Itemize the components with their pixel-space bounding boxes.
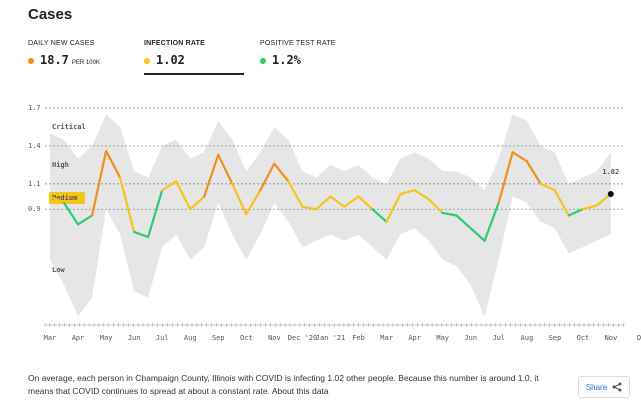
- tab-value: 1.2%: [272, 53, 301, 67]
- x-tick-label: May: [436, 334, 449, 342]
- rate-line-segment: [357, 195, 374, 211]
- y-tick-label: 1.1: [28, 180, 41, 188]
- rate-line-segment: [329, 195, 346, 208]
- x-tick-label: May: [100, 334, 113, 342]
- zone-label: High: [52, 161, 69, 169]
- page-title: Cases: [28, 6, 73, 23]
- rate-line-segment: [553, 189, 570, 217]
- rate-line-segment: [525, 160, 542, 185]
- tab-value-row: 18.7 PER 100K: [28, 53, 128, 67]
- rate-line-segment: [413, 189, 430, 201]
- about-link[interactable]: About this data: [271, 386, 329, 396]
- rate-line-segment: [118, 176, 136, 234]
- status-dot: [260, 57, 266, 64]
- tab-value: 1.02: [156, 53, 185, 67]
- x-tick-label: Oct: [240, 334, 253, 342]
- status-dot: [144, 57, 150, 64]
- rate-line-segment: [371, 208, 388, 223]
- status-dot: [28, 57, 34, 64]
- zone-label: Critical: [52, 123, 86, 131]
- rate-line-segment: [245, 189, 262, 216]
- metric-tabs: DAILY NEW CASES 18.7 PER 100K INFECTION RAT…: [28, 40, 360, 75]
- rate-line-segment: [147, 189, 164, 239]
- x-tick-label: Sep: [212, 334, 225, 342]
- rate-line-segment: [497, 151, 514, 204]
- tab-label: POSITIVE TEST RATE: [260, 40, 336, 47]
- x-tick-label: Apr: [408, 334, 421, 342]
- rate-line-segment: [161, 180, 178, 192]
- rate-line-segment: [189, 195, 206, 211]
- rate-line-segment: [315, 195, 332, 211]
- description-text: On average, each person in Champaign Cou…: [28, 373, 539, 396]
- tab-value: 18.7: [40, 53, 69, 67]
- rate-line-segment: [231, 182, 248, 216]
- rate-line-segment: [399, 189, 416, 196]
- rate-line-segment: [385, 192, 402, 223]
- y-tick-label: 0.9: [28, 205, 41, 213]
- rate-line-segment: [104, 149, 122, 179]
- rate-line-segment: [567, 208, 584, 217]
- uncertainty-band: [50, 114, 611, 317]
- rate-line-segment: [581, 204, 598, 211]
- x-tick-label: Jul: [156, 334, 169, 342]
- rate-line-segment: [175, 180, 192, 211]
- chart: 0.9 1.1 1.4 1.7 Mar Apr May Jun Jul Aug Sep Oct Nov D…: [28, 104, 641, 342]
- rate-line-segment: [469, 227, 486, 242]
- tab-value-row: 1.02: [144, 53, 244, 67]
- rate-line-segment: [427, 197, 444, 215]
- x-tick-label: Apr: [72, 334, 85, 342]
- share-label: Share: [585, 382, 608, 392]
- y-tick-label: 1.4: [28, 142, 41, 150]
- rate-line-segment: [62, 201, 80, 226]
- rate-line-segment: [595, 192, 612, 207]
- x-tick-label: Jan '21: [316, 334, 346, 342]
- x-tick-label: Sep: [549, 334, 562, 342]
- rate-line-segment: [287, 180, 304, 208]
- zone-label: Medium: [52, 194, 77, 202]
- tab-value-row: 1.2%: [260, 53, 360, 67]
- metric-tab[interactable]: INFECTION RATE 1.02: [144, 40, 244, 75]
- x-tick-label: Dec '20: [288, 334, 318, 342]
- rate-line-segment: [301, 205, 318, 211]
- x-tick-label: Oct: [577, 334, 590, 342]
- rate-line-segment: [217, 153, 234, 185]
- rate-line-segment: [455, 214, 472, 230]
- tab-unit: PER 100K: [71, 60, 100, 66]
- rate-line-segment: [483, 201, 500, 242]
- zone-label: Low: [52, 266, 65, 274]
- description: On average, each person in Champaign Cou…: [28, 372, 548, 398]
- rate-line-segment: [76, 214, 94, 226]
- share-icon: [612, 382, 622, 392]
- x-tick-label: Jun: [464, 334, 477, 342]
- rate-line-segment: [48, 195, 66, 204]
- metric-tab[interactable]: DAILY NEW CASES 18.7 PER 100K: [28, 40, 128, 75]
- x-tick-label: Nov: [268, 334, 281, 342]
- current-value-label: 1.02: [602, 168, 619, 176]
- rate-line-segment: [343, 195, 360, 208]
- rate-line-segment: [90, 149, 108, 217]
- tab-label: DAILY NEW CASES: [28, 40, 95, 47]
- x-tick-label: Jun: [128, 334, 141, 342]
- x-tick-label: Jul: [492, 334, 505, 342]
- current-point: [607, 191, 614, 197]
- rate-line-segment: [203, 153, 220, 198]
- rate-line-segment: [441, 211, 458, 217]
- x-tick-label: Mar: [44, 334, 57, 342]
- x-tick-label: Feb: [352, 334, 365, 342]
- x-tick-label: D: [637, 334, 641, 342]
- rate-line-segment: [133, 230, 150, 239]
- share-button[interactable]: Share: [578, 376, 630, 398]
- rate-line-segment: [539, 182, 556, 192]
- tab-label: INFECTION RATE: [144, 40, 206, 47]
- rate-line-segment: [259, 162, 276, 192]
- metric-tab[interactable]: POSITIVE TEST RATE 1.2%: [260, 40, 360, 75]
- x-tick-label: Aug: [184, 334, 197, 342]
- x-tick-label: Nov: [605, 334, 618, 342]
- rate-line-segment: [511, 151, 528, 163]
- x-tick-label: Aug: [521, 334, 534, 342]
- x-tick-label: Mar: [380, 334, 393, 342]
- rate-line-segment: [273, 162, 290, 183]
- y-tick-label: 1.7: [28, 104, 41, 112]
